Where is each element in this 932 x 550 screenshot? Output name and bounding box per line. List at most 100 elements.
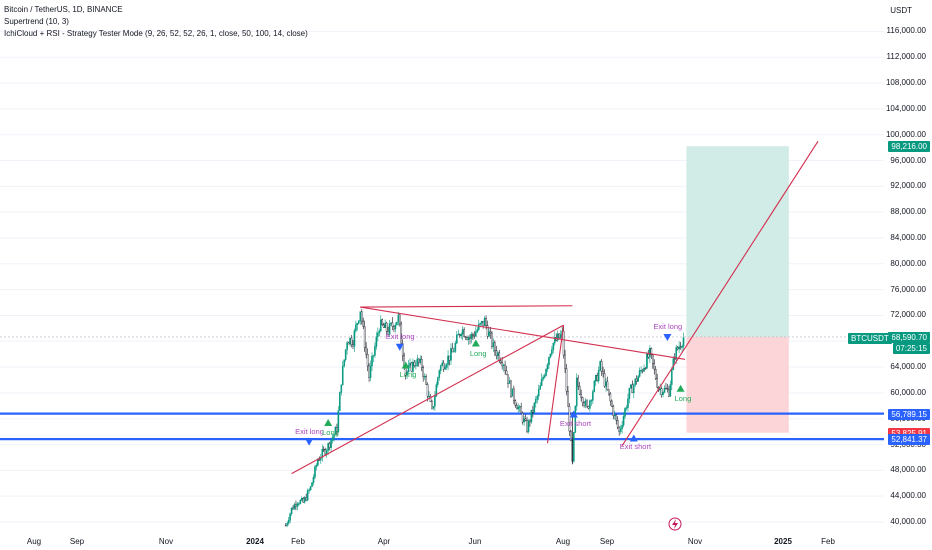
indicator-supertrend[interactable]: Supertrend (10, 3) [4, 17, 69, 26]
candle-body [590, 400, 593, 402]
candle-body [458, 334, 461, 336]
signal-label: Exit short [619, 442, 652, 452]
candle-body [517, 407, 520, 410]
price-tick-label: 100,000.00 [885, 129, 926, 139]
candle-body [346, 342, 348, 350]
exit-long-arrow-icon [395, 343, 404, 351]
long-arrow-icon [401, 361, 410, 369]
exit-short-arrow-icon [629, 434, 638, 442]
candle-body [438, 370, 441, 378]
time-tick-label: Feb [821, 537, 835, 546]
price-tick-label: 48,000.00 [890, 465, 926, 475]
bar-countdown: 07:25:15 [892, 343, 930, 355]
candle-body [552, 342, 555, 350]
candle-body [344, 349, 347, 360]
candle-body [418, 358, 420, 363]
candle-body [456, 334, 458, 344]
candle-body [609, 393, 612, 402]
candle-body [652, 354, 654, 364]
candle-body [540, 378, 543, 386]
candle-body [489, 331, 492, 334]
candle-body [618, 426, 620, 432]
candle-body [526, 420, 528, 432]
candle-body [366, 353, 369, 367]
candles [284, 309, 685, 528]
candle-body [301, 498, 303, 501]
candle-body [396, 321, 398, 326]
exit-long-arrow-icon [305, 438, 314, 446]
candle-body [337, 410, 340, 433]
candle-body [426, 384, 429, 397]
candle-body [314, 466, 316, 478]
candle-body [447, 355, 449, 365]
candle-body [496, 352, 499, 357]
candle-body [637, 376, 639, 382]
time-tick-label: Aug [555, 537, 571, 546]
candle-body [593, 380, 596, 392]
candle-body [349, 337, 351, 345]
candle-body [596, 374, 599, 382]
profit-zone [686, 146, 789, 337]
candle-body [643, 367, 645, 372]
candle-body [545, 368, 547, 376]
candle-body [583, 402, 585, 406]
candle-body [453, 350, 455, 353]
candle-body [305, 497, 307, 501]
candle-body [682, 337, 685, 347]
candle-body [660, 388, 663, 395]
candle-body [580, 394, 582, 398]
candle-body [311, 482, 313, 487]
candle-body [457, 334, 460, 336]
signal-label: Exit long [385, 331, 415, 341]
candle-body [605, 381, 607, 387]
price-tag: 56,789.15 [888, 408, 930, 420]
candle-body [480, 321, 483, 324]
candle-body [573, 432, 575, 462]
candle-body [621, 424, 623, 429]
exit-short-arrow-icon [569, 410, 578, 418]
candle-body [328, 443, 331, 448]
symbol-title[interactable]: Bitcoin / TetherUS, 1D, BINANCE [4, 5, 123, 14]
candle-body [444, 367, 446, 370]
price-tick-label: 72,000.00 [890, 310, 926, 320]
candle-body [432, 406, 435, 409]
candle-body [613, 414, 616, 417]
trendline [546, 325, 565, 444]
signal-label: Long [469, 348, 487, 358]
candle-body [558, 333, 560, 338]
time-tick-label: Sep [69, 537, 85, 546]
candle-body [298, 503, 300, 505]
time-tick-label: Feb [291, 537, 305, 546]
candle-body [577, 377, 580, 387]
signal-label: Long [322, 427, 339, 437]
candle-body [470, 333, 473, 339]
candle-body [409, 362, 411, 366]
candle-body [638, 370, 641, 377]
chart-legend: Bitcoin / TetherUS, 1D, BINANCE Supertre… [4, 4, 308, 40]
candle-body [379, 319, 382, 332]
candle-body [387, 331, 389, 335]
candle-body [539, 385, 541, 390]
candle-body [415, 365, 417, 367]
candle-body [397, 314, 400, 323]
candle-body [398, 314, 401, 325]
price-tick-label: 64,000.00 [890, 362, 926, 372]
candle-body [600, 361, 603, 372]
candle-body [477, 324, 480, 330]
price-tag: 52,841.37 [888, 434, 930, 446]
candle-body [542, 377, 544, 380]
candle-body [536, 395, 539, 400]
candle-body [650, 347, 653, 356]
trendline [360, 306, 686, 360]
candle-body [647, 353, 650, 358]
candle-body [495, 350, 498, 357]
indicator-ichicloud[interactable]: IchiCloud + RSI - Strategy Tester Mode (… [4, 29, 308, 38]
candle-body [666, 388, 669, 390]
candle-body [562, 330, 565, 356]
signal-label: Long [399, 370, 417, 380]
events [668, 517, 682, 531]
trendlines [291, 140, 819, 475]
price-tag: 68,590.70 [888, 332, 930, 344]
candle-body [511, 388, 514, 397]
